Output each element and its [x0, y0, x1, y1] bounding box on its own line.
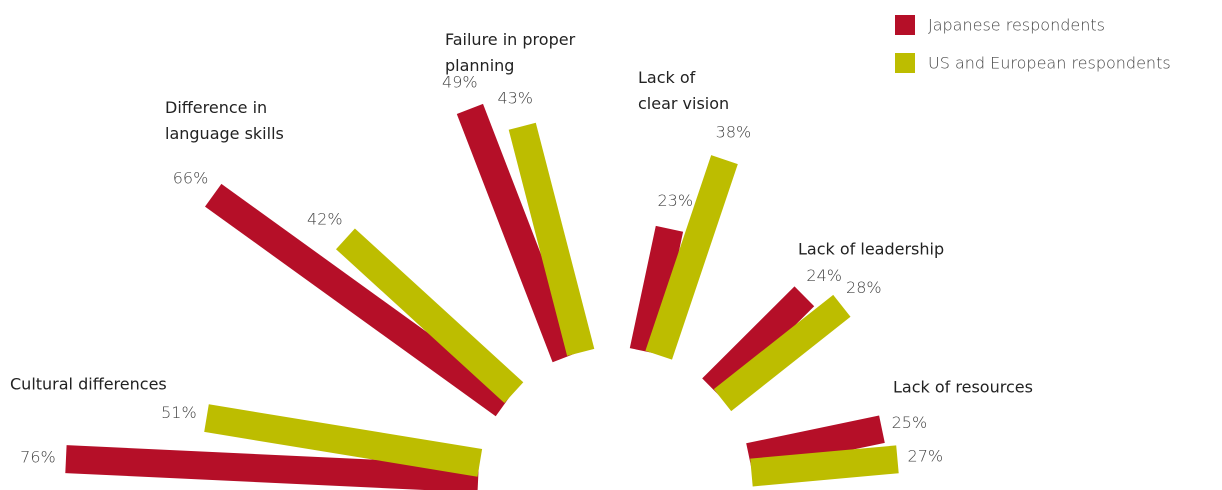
value-label: 66%	[173, 168, 209, 187]
category-label: Cultural differences	[10, 375, 167, 394]
bar	[645, 155, 738, 360]
category-label: Lack of leadership	[798, 240, 944, 259]
bar	[702, 286, 815, 399]
value-label: 42%	[307, 209, 343, 228]
value-label: 76%	[20, 447, 56, 466]
category-label: Lack of clear vision	[638, 68, 729, 113]
bar	[456, 103, 579, 363]
value-label: 49%	[442, 72, 478, 91]
value-label: 27%	[908, 446, 944, 465]
bar	[205, 183, 513, 417]
legend-label: Japanese respondents	[928, 16, 1105, 35]
legend-label: US and European respondents	[928, 54, 1171, 73]
value-label: 43%	[497, 89, 533, 108]
bar	[750, 445, 899, 487]
bar	[65, 445, 479, 490]
bar	[713, 294, 851, 412]
value-label: 51%	[161, 403, 197, 422]
bar	[204, 404, 483, 477]
category-label: Failure in proper planning	[445, 30, 576, 75]
bar	[508, 122, 595, 356]
legend-swatch	[895, 53, 915, 73]
value-label: 24%	[806, 266, 842, 285]
category-label: Difference in language skills	[165, 98, 284, 143]
legend-swatch	[895, 15, 915, 35]
bar	[629, 225, 684, 354]
category-label: Lack of resources	[893, 378, 1033, 397]
value-label: 23%	[657, 191, 693, 210]
value-label: 38%	[716, 123, 752, 142]
bar	[336, 228, 524, 403]
value-label: 28%	[846, 278, 882, 297]
value-label: 25%	[892, 413, 928, 432]
